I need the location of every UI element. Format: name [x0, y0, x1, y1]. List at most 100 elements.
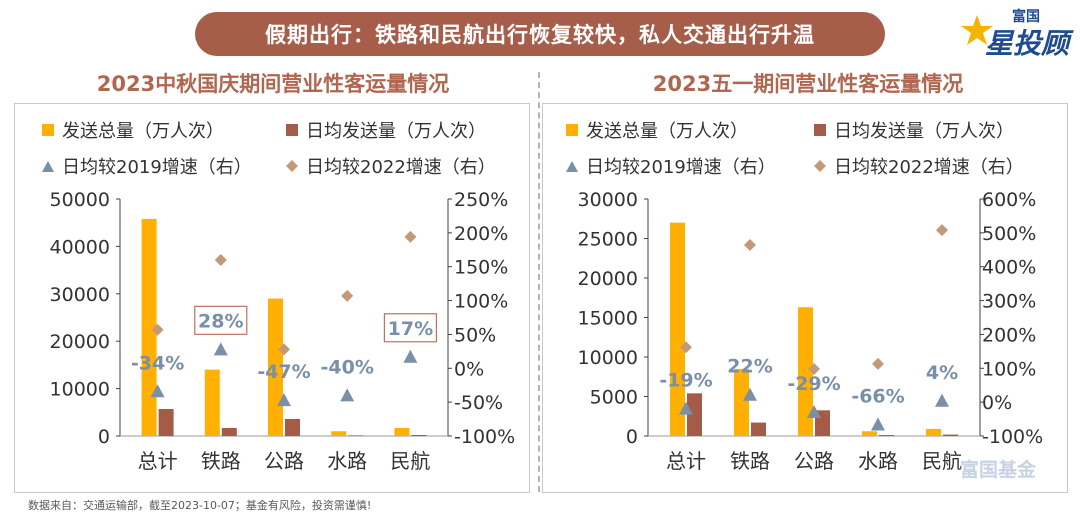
data-label-vs2019: -47%: [257, 361, 310, 383]
bar-daily: [158, 408, 174, 436]
chart-may-day: 发送总量（万人次） 日均发送量（万人次） 日均较2019增速（右） 日均较2022增速…: [566, 121, 1043, 473]
data-label-vs2019: -40%: [321, 356, 374, 378]
marker-vs2022: [680, 341, 692, 354]
marker-vs2022: [278, 343, 290, 356]
panel-divider: [538, 72, 540, 492]
bar-total: [670, 222, 685, 436]
legend-label: 日均发送量（万人次）: [306, 121, 486, 142]
data-label-vs2019: -19%: [659, 370, 712, 392]
legend-swatch: [42, 124, 54, 136]
logo-small-text: 富国: [1012, 9, 1040, 25]
right-tick-label: 250%: [454, 189, 508, 211]
bar-total: [331, 431, 347, 436]
right-tick-label: 100%: [454, 291, 508, 313]
left-tick-label: 20000: [50, 331, 110, 353]
data-label-vs2019: -34%: [131, 352, 184, 374]
star-icon: [961, 15, 993, 45]
chart-mid-autumn-national-day: 发送总量（万人次） 日均发送量（万人次） 日均较2019增速（右） 日均较2022增速…: [42, 121, 515, 473]
left-tick-label: 30000: [578, 189, 638, 211]
marker-vs2019: [403, 349, 418, 363]
x-tick-label: 民航: [922, 449, 962, 473]
left-tick-label: 50000: [50, 189, 110, 211]
left-tick-label: 30000: [50, 284, 110, 306]
chart-left-frame: [14, 103, 530, 493]
header-banner: 假期出行：铁路和民航出行恢复较快，私人交通出行升温: [195, 12, 885, 56]
marker-vs2019: [679, 401, 693, 415]
marker-vs2019: [935, 393, 949, 407]
right-tick-label: 100%: [982, 358, 1036, 380]
right-tick-label: 300%: [982, 291, 1036, 313]
bar-total: [798, 307, 813, 436]
left-tick-label: 10000: [50, 379, 110, 401]
bar-daily: [687, 393, 702, 436]
right-tick-label: -100%: [982, 426, 1043, 448]
data-label-vs2019: 4%: [926, 362, 958, 384]
right-tick-label: 500%: [982, 223, 1036, 245]
legend-triangle-icon: [42, 161, 54, 172]
bar-total: [926, 428, 941, 436]
marker-vs2019: [150, 384, 165, 398]
left-tick-label: 25000: [578, 229, 638, 251]
legend-triangle-icon: [566, 161, 578, 172]
legend-diamond-icon: [814, 160, 826, 172]
left-tick-label: 0: [626, 426, 638, 448]
legend-label: 发送总量（万人次）: [586, 121, 748, 142]
marker-vs2022: [808, 362, 820, 375]
right-tick-label: 0%: [454, 358, 484, 380]
x-tick-label: 总计: [666, 449, 706, 473]
left-tick-label: 10000: [578, 347, 638, 369]
legend-label: 日均较2019增速（右）: [586, 157, 776, 178]
x-tick-label: 民航: [390, 449, 430, 473]
left-tick-label: 5000: [590, 387, 638, 409]
data-label-vs2019: -29%: [787, 373, 840, 395]
x-tick-label: 水路: [327, 449, 367, 473]
label-box: [383, 313, 437, 343]
logo-text: 星投顾: [985, 27, 1070, 60]
data-label-vs2019: 28%: [198, 310, 243, 332]
data-label-vs2019: 17%: [388, 318, 433, 340]
marker-vs2022: [341, 289, 354, 302]
watermark-text: 富国基金: [960, 459, 1037, 481]
chart-right-frame: [542, 103, 1068, 493]
bar-daily: [943, 434, 958, 436]
chart-left-title: 2023中秋国庆期间营业性客运量情况: [96, 72, 450, 96]
bar-daily: [348, 435, 364, 436]
marker-vs2019: [213, 342, 228, 356]
legend-swatch: [566, 124, 578, 136]
legend-swatch: [814, 124, 826, 136]
left-tick-label: 20000: [578, 268, 638, 290]
right-tick-label: -100%: [454, 426, 515, 448]
legend-diamond-icon: [286, 160, 298, 172]
label-box: [194, 305, 248, 335]
marker-vs2019: [340, 388, 355, 402]
x-tick-label: 水路: [858, 449, 898, 473]
legend-label: 发送总量（万人次）: [62, 121, 224, 142]
right-tick-label: 600%: [982, 189, 1036, 211]
right-tick-label: 200%: [454, 223, 508, 245]
data-label-vs2019: 22%: [727, 356, 772, 378]
x-tick-label: 铁路: [730, 449, 770, 473]
right-tick-label: 200%: [982, 324, 1036, 346]
bar-daily: [411, 435, 427, 436]
bar-daily: [879, 435, 894, 436]
bar-daily: [285, 418, 300, 436]
bar-total: [204, 369, 220, 436]
marker-vs2019: [807, 404, 821, 418]
data-label-vs2019: -66%: [851, 385, 904, 407]
left-tick-label: 0: [98, 426, 110, 448]
bar-total: [734, 368, 749, 436]
x-tick-label: 铁路: [201, 449, 241, 473]
marker-vs2019: [871, 417, 885, 431]
marker-vs2022: [404, 230, 417, 243]
source-note: 数据来自：交通运输部，截至2023-10-07；基金有风险，投资需谨慎!: [28, 499, 372, 512]
right-tick-label: -50%: [454, 392, 503, 414]
bar-total: [141, 218, 157, 436]
x-tick-label: 公路: [264, 449, 304, 473]
marker-vs2022: [872, 357, 884, 370]
x-tick-label: 公路: [794, 449, 834, 473]
left-tick-label: 15000: [578, 308, 638, 330]
marker-vs2019: [743, 387, 757, 401]
right-tick-label: 150%: [454, 257, 508, 279]
marker-vs2022: [214, 253, 227, 266]
chart-right-title: 2023五一期间营业性客运量情况: [652, 72, 964, 96]
